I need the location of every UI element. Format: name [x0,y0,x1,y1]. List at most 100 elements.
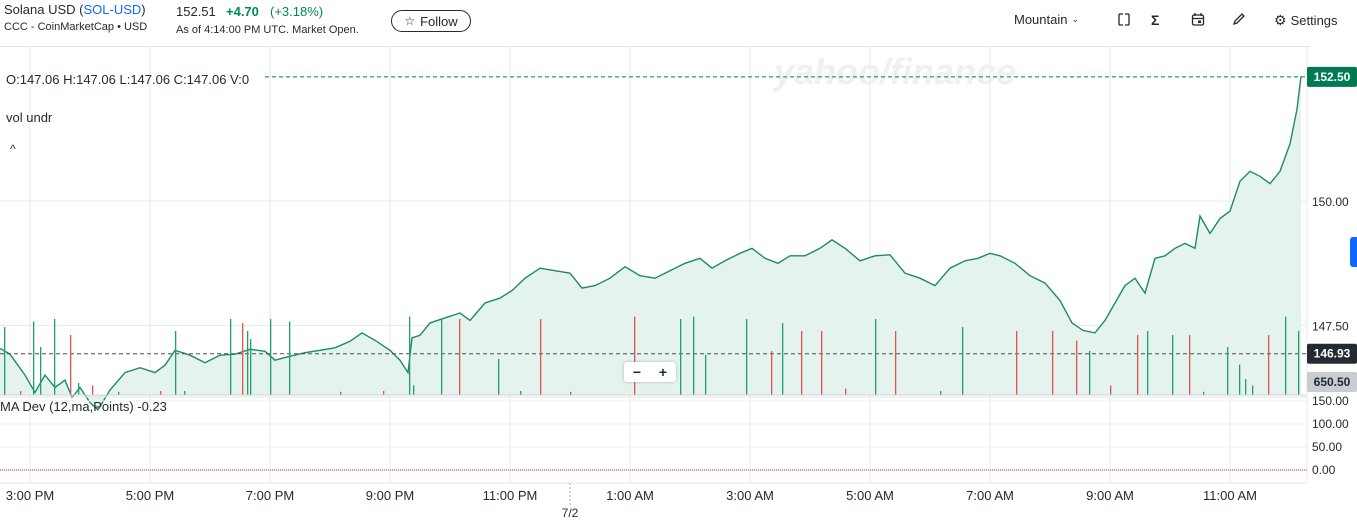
follow-button[interactable]: ☆ Follow [391,10,471,32]
volume-bar [962,327,964,395]
price-change: +4.70 [226,4,259,19]
ohlc-readout: O:147.06 H:147.06 L:147.06 C:147.06 V:0 [6,72,250,87]
volume-bar [1189,335,1191,395]
volume-bar [1147,331,1149,395]
volume-bar [771,351,773,395]
volume-bar [540,319,542,395]
volume-bar [1076,340,1078,395]
volume-bar [413,385,415,395]
volume-bar [1298,331,1300,395]
volume-bar [383,391,385,395]
volume-bar [242,323,244,395]
follow-label: Follow [420,13,458,29]
settings-label: Settings [1290,13,1338,28]
compare-button[interactable] [1117,12,1131,27]
volume-bar [33,321,35,395]
zoom-in-button[interactable]: + [658,364,668,380]
volume-bar [1285,316,1287,395]
volume-bar [940,391,942,395]
volume-bar [459,319,461,395]
x-tick-label: 11:00 PM [483,488,538,503]
x-tick-label: 7:00 PM [246,488,294,503]
volume-bar [340,391,342,395]
zoom-out-button[interactable]: − [632,364,642,380]
x-tick-label: 5:00 PM [126,488,174,503]
calendar-icon [1191,13,1205,26]
volume-bar [1227,347,1229,395]
volume-bar [289,321,291,395]
pencil-icon [1232,13,1245,26]
volume-bar [78,383,80,395]
volume-bar [845,388,847,395]
indicators-button[interactable]: Σ [1151,12,1159,28]
volume-tag: 650.50 [1314,375,1351,389]
chart-type-dropdown[interactable]: Mountain ⌄ [1014,12,1079,27]
volume-bar [250,339,252,395]
star-icon: ☆ [404,14,416,28]
volume-bar [441,319,443,395]
volume-bar [184,391,186,395]
settings-button[interactable]: ⚙ Settings [1274,12,1338,29]
compare-icon [1118,13,1130,26]
draw-button[interactable] [1232,12,1246,27]
volume-bar [54,319,56,395]
quote-header: Solana USD (SOL-USD) CCC - CoinMarketCap… [0,0,1357,46]
volume-bar [92,385,94,395]
volume-bar [118,391,120,395]
symbol-source: CCC - CoinMarketCap • USD [4,21,148,33]
x-tick-label: 1:00 AM [606,488,654,503]
volume-tag-bg [1307,372,1357,392]
date-marker-label: 7/2 [562,506,579,520]
ticker-link[interactable]: SOL-USD [83,2,142,17]
volume-bar [409,316,411,395]
volume-bar [680,319,682,395]
volume-bar [821,331,823,395]
volume-bar [1110,385,1112,395]
volume-bar [1089,351,1091,395]
chart-type-label: Mountain [1014,12,1068,27]
previous-close-tag: 146.93 [1314,347,1351,361]
symbol-name: Solana USD (SOL-USD) [4,2,146,17]
volume-bar [4,327,6,395]
sigma-icon: Σ [1151,12,1160,28]
volume-bar [520,391,522,395]
side-panel-toggle[interactable] [1350,237,1357,267]
volume-bar [1245,379,1247,395]
ma-dev-tick-label: 100.00 [1312,417,1349,431]
volume-bar [70,335,72,395]
previous-close-tag-bg [1307,343,1357,364]
volume-bar [1203,391,1205,395]
volume-bar [693,316,695,395]
volume-bar [247,331,249,395]
as-of-timestamp: As of 4:14:00 PM UTC. Market Open. [176,24,359,36]
current-price: 152.51 [176,4,216,19]
volume-bar [1137,335,1139,395]
volume-bar [20,391,22,395]
ma-dev-tick-label: 0.00 [1312,463,1336,477]
volume-bar [175,331,177,395]
current-price-tag-bg [1307,66,1357,87]
y-tick-label: 147.50 [1312,319,1349,333]
volume-bar [1268,335,1270,395]
volume-bar [705,355,707,395]
price-line [0,76,1302,411]
volume-bar [746,319,748,395]
volume-bar [40,347,42,395]
volume-bar [1172,335,1174,395]
price-area-fill [0,76,1301,410]
x-tick-label: 11:00 AM [1203,488,1257,503]
zoom-controls: − + [624,362,676,382]
volume-bar [875,319,877,395]
volume-bar [634,316,636,395]
x-tick-label: 3:00 AM [726,488,774,503]
volume-bar [160,391,162,395]
ma-dev-tick-label: 50.00 [1312,440,1342,454]
header-divider [0,46,1310,47]
volume-bar [1016,331,1018,395]
x-tick-label: 5:00 AM [846,488,894,503]
x-tick-label: 3:00 PM [6,488,54,503]
watermark: yahoo/finance [772,51,1016,92]
chevron-up-icon[interactable]: ^ [10,142,16,156]
date-range-button[interactable] [1191,12,1205,27]
